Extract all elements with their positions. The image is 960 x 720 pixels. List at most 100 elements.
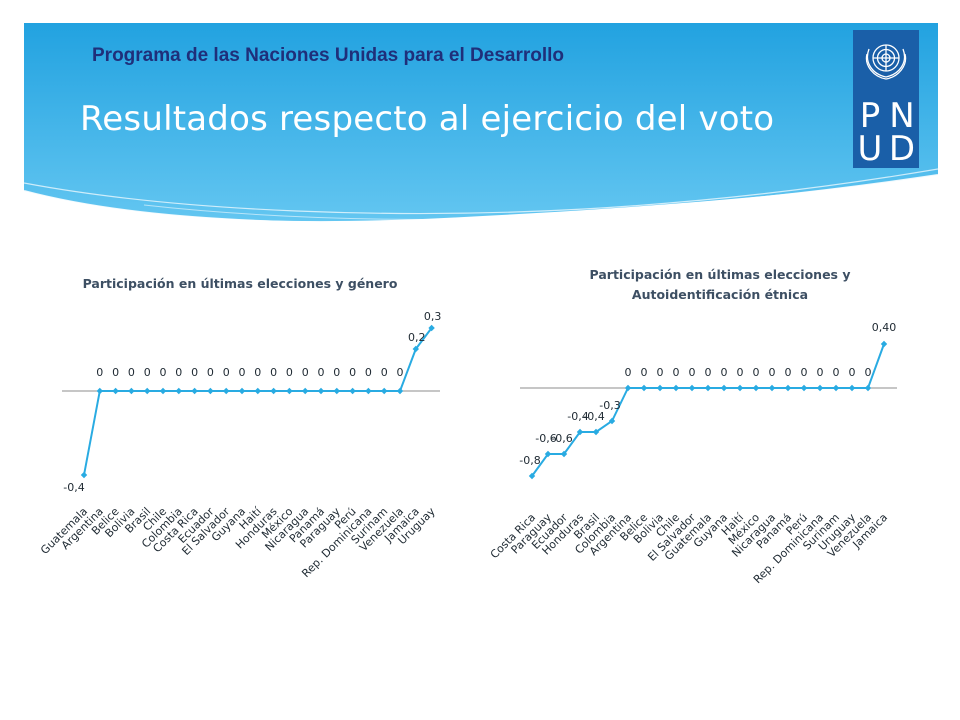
- chart1-point: [175, 387, 182, 395]
- chart1-point: [128, 387, 135, 395]
- organization-name: Programa de las Naciones Unidas para el …: [92, 45, 565, 66]
- chart2-data-label: 0: [849, 366, 856, 379]
- chart1-point: [112, 387, 119, 395]
- chart1-data-label: 0: [191, 366, 198, 379]
- banner-background: [24, 23, 938, 224]
- chart2-data-label: 0,40: [872, 321, 897, 334]
- chart2-point: [640, 384, 648, 392]
- chart1-point: [270, 387, 277, 395]
- chart1-point: [317, 387, 325, 395]
- chart2-point: [528, 472, 536, 480]
- chart1-data-label: 0: [333, 366, 340, 379]
- chart2-data-label: 0: [753, 366, 760, 379]
- chart1-data-label: 0,3: [424, 310, 442, 323]
- chart1-data-label: -0,4: [63, 481, 84, 494]
- chart1-point: [302, 387, 309, 395]
- chart2-data-label: 0: [801, 366, 808, 379]
- chart2-data-label: 0: [705, 366, 712, 379]
- chart1-data-label: 0: [160, 366, 167, 379]
- chart2-point: [784, 384, 792, 392]
- chart2-data-label: -0,3: [599, 399, 620, 412]
- chart2-data-label: 0: [817, 366, 824, 379]
- chart2-title-line2: Autoidentificación étnica: [631, 287, 809, 302]
- chart2-data-label: 0: [721, 366, 728, 379]
- chart1-data-label: 0: [286, 366, 293, 379]
- chart1-point: [428, 324, 435, 332]
- chart1-title: Participación en últimas elecciones y gé…: [82, 276, 398, 291]
- chart2-data-label: 0: [657, 366, 664, 379]
- chart1-point: [80, 471, 88, 479]
- chart2-data-label: -0,6: [535, 432, 556, 445]
- chart1-data-label: 0: [96, 366, 103, 379]
- chart1-data-label: 0: [175, 366, 182, 379]
- chart2-point: [880, 340, 888, 348]
- un-emblem-icon: [865, 44, 907, 80]
- chart2-data-label: 0: [833, 366, 840, 379]
- chart2-title-line1: Participación en últimas elecciones y: [589, 267, 851, 282]
- chart2-point: [832, 384, 840, 392]
- chart1-point: [144, 387, 151, 395]
- chart1-point: [349, 387, 356, 395]
- chart2-title: Participación en últimas elecciones y Au…: [520, 265, 920, 305]
- chart1-point: [365, 387, 372, 395]
- chart1-data-label: 0: [302, 366, 309, 379]
- chart1-point: [412, 345, 419, 353]
- header-banner: Programa de las Naciones Unidas para el …: [24, 23, 938, 243]
- chart1-point: [238, 387, 246, 395]
- chart1-point: [286, 387, 293, 395]
- chart2-point: [624, 384, 632, 392]
- logo-letter-p: P: [859, 96, 881, 136]
- chart2-point: [688, 384, 696, 392]
- logo-letter-d: D: [888, 129, 916, 169]
- chart2-data-label: 0: [769, 366, 776, 379]
- chart1-point: [191, 387, 198, 395]
- chart1-data-label: 0: [318, 366, 325, 379]
- chart2-data-label: 0: [641, 366, 648, 379]
- chart2-point: [864, 384, 872, 392]
- chart2-point: [576, 428, 584, 436]
- chart2-data-label: -0,8: [519, 454, 540, 467]
- chart2-point: [560, 450, 568, 458]
- chart2-point: [704, 384, 712, 392]
- chart2-data-label: 0: [673, 366, 680, 379]
- undp-logo: P N U D: [853, 30, 919, 168]
- chart2-point: [752, 384, 760, 392]
- chart1-point: [207, 387, 214, 395]
- page-title: Resultados respecto al ejercicio del vot…: [80, 99, 775, 139]
- chart2-data-label: -0,6: [551, 432, 572, 445]
- chart1-data-label: 0: [365, 366, 372, 379]
- chart1-point: [254, 387, 261, 395]
- chart2-data-label: -0,4: [583, 410, 604, 423]
- chart2-data-label: 0: [689, 366, 696, 379]
- chart1-point: [223, 387, 230, 395]
- logo-letter-u: U: [857, 129, 883, 169]
- chart1-data-label: 0: [239, 366, 246, 379]
- chart2-point: [768, 384, 776, 392]
- chart1-data-label: 0: [270, 366, 277, 379]
- chart2-point: [672, 384, 680, 392]
- chart1-data-label: 0: [207, 366, 214, 379]
- chart2-point: [848, 384, 856, 392]
- chart1-point: [96, 387, 103, 395]
- chart1-point: [159, 387, 167, 395]
- chart2-data-label: -0,4: [567, 410, 588, 423]
- chart1-data-label: 0: [128, 366, 135, 379]
- chart2-data-label: 0: [625, 366, 632, 379]
- chart1-data-label: 0: [112, 366, 119, 379]
- chart1-point: [381, 387, 388, 395]
- chart1-data-label: 0,2: [408, 331, 426, 344]
- chart1-point: [333, 387, 340, 395]
- chart1-data-label: 0: [223, 366, 230, 379]
- chart2-point: [544, 450, 552, 458]
- chart2-data-label: 0: [785, 366, 792, 379]
- chart2-point: [592, 428, 600, 436]
- chart2-point: [608, 417, 616, 425]
- chart2-point: [736, 384, 744, 392]
- chart1-data-label: 0: [349, 366, 356, 379]
- chart2-point: [800, 384, 808, 392]
- chart2-point: [656, 384, 664, 392]
- chart2-point: [720, 384, 728, 392]
- logo-letter-n: N: [889, 96, 915, 136]
